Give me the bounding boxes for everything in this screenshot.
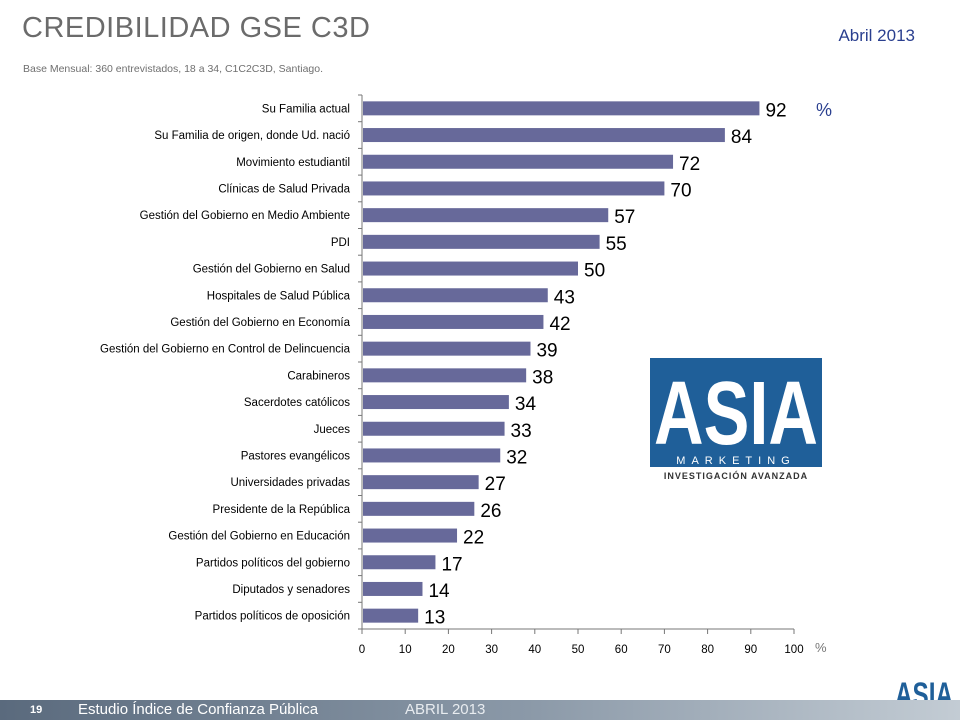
footer-study-title: Estudio Índice de Confianza Pública xyxy=(78,701,319,718)
category-label: Clínicas de Salud Privada xyxy=(218,183,350,195)
bar xyxy=(363,101,760,116)
category-label: Gestión del Gobierno en Control de Delin… xyxy=(100,344,351,356)
data-label: 26 xyxy=(480,501,501,522)
bar xyxy=(363,608,419,623)
category-label: Presidente de la República xyxy=(213,504,351,516)
footer-bar: 19 Estudio Índice de Confianza Pública A… xyxy=(0,700,960,720)
x-tick-label: 40 xyxy=(528,644,541,656)
category-label: Hospitales de Salud Pública xyxy=(207,290,351,302)
category-label: Su Familia de origen, donde Ud. nació xyxy=(154,130,350,142)
bar xyxy=(363,234,600,249)
data-label: 32 xyxy=(506,447,527,468)
data-label: 57 xyxy=(614,207,635,228)
asia-marketing-logo: ASIA MARKETING INVESTIGACIÓN AVANZADA xyxy=(650,358,822,481)
data-label: 42 xyxy=(549,314,570,335)
category-label: Diputados y senadores xyxy=(232,584,350,596)
data-label: 27 xyxy=(485,474,506,495)
category-label: Pastores evangélicos xyxy=(241,450,351,462)
data-label: 43 xyxy=(554,287,575,308)
svg-text:ASIA: ASIA xyxy=(654,364,818,464)
category-label: PDI xyxy=(331,237,350,249)
data-label: 92 xyxy=(765,100,786,121)
category-label: Partidos políticos del gobierno xyxy=(196,557,350,569)
svg-text:MARKETING: MARKETING xyxy=(676,455,795,467)
category-label: Jueces xyxy=(314,424,351,436)
data-label: 38 xyxy=(532,367,553,388)
bar xyxy=(363,448,501,463)
bar-chart: Su Familia actual 92 Su Familia de origen,… xyxy=(100,94,832,656)
x-tick-label: 10 xyxy=(399,644,412,656)
data-label: 17 xyxy=(441,554,462,575)
bar xyxy=(363,181,665,196)
bar xyxy=(363,154,674,169)
category-label: Sacerdotes católicos xyxy=(244,397,350,409)
footer-date: ABRIL 2013 xyxy=(405,701,486,718)
category-label: Su Familia actual xyxy=(262,103,350,115)
bar xyxy=(363,288,548,303)
data-label: 84 xyxy=(731,127,753,148)
x-tick-label: 50 xyxy=(572,644,585,656)
category-label: Movimiento estudiantil xyxy=(236,157,350,169)
category-label: Gestión del Gobierno en Economía xyxy=(170,317,350,329)
x-tick-label: 0 xyxy=(359,644,365,656)
data-label: 13 xyxy=(424,608,445,629)
x-tick-label: 30 xyxy=(485,644,498,656)
x-tick-label: 100 xyxy=(784,644,803,656)
data-label: 14 xyxy=(428,581,450,602)
bar xyxy=(363,555,436,570)
x-tick-label: 80 xyxy=(701,644,714,656)
x-tick-label: 20 xyxy=(442,644,455,656)
category-label: Carabineros xyxy=(287,370,350,382)
bar xyxy=(363,421,505,436)
bar xyxy=(363,528,458,543)
data-label: 72 xyxy=(679,154,700,175)
report-date: Abril 2013 xyxy=(838,26,915,45)
x-tick-label: 90 xyxy=(744,644,757,656)
chart-subtitle: Base Mensual: 360 entrevistados, 18 a 34… xyxy=(23,63,324,75)
category-label: Universidades privadas xyxy=(230,477,350,489)
bar xyxy=(363,341,531,356)
bar xyxy=(363,261,578,276)
category-label: Partidos políticos de oposición xyxy=(195,611,350,623)
category-label: Gestión del Gobierno en Educación xyxy=(168,531,350,543)
x-axis-unit-label: % xyxy=(815,640,827,655)
category-label: Gestión del Gobierno en Salud xyxy=(193,264,350,276)
bar xyxy=(363,208,609,223)
data-label: 70 xyxy=(670,180,691,201)
x-tick-label: 60 xyxy=(615,644,628,656)
data-label: 22 xyxy=(463,528,484,549)
percent-unit-label: % xyxy=(816,100,832,120)
category-label: Gestión del Gobierno en Medio Ambiente xyxy=(140,210,350,222)
bar xyxy=(363,475,479,490)
bar xyxy=(363,395,509,410)
page-number: 19 xyxy=(30,704,43,716)
bar xyxy=(363,314,544,329)
data-label: 34 xyxy=(515,394,537,415)
data-label: 33 xyxy=(511,421,532,442)
data-label: 39 xyxy=(536,341,557,362)
page-title: CREDIBILIDAD GSE C3D xyxy=(22,12,371,44)
data-label: 50 xyxy=(584,261,605,282)
data-label: 55 xyxy=(606,234,627,255)
x-tick-label: 70 xyxy=(658,644,671,656)
bar xyxy=(363,368,527,383)
bar xyxy=(363,581,423,596)
svg-text:INVESTIGACIÓN AVANZADA: INVESTIGACIÓN AVANZADA xyxy=(664,470,808,481)
bar xyxy=(363,128,725,143)
bar xyxy=(363,501,475,516)
